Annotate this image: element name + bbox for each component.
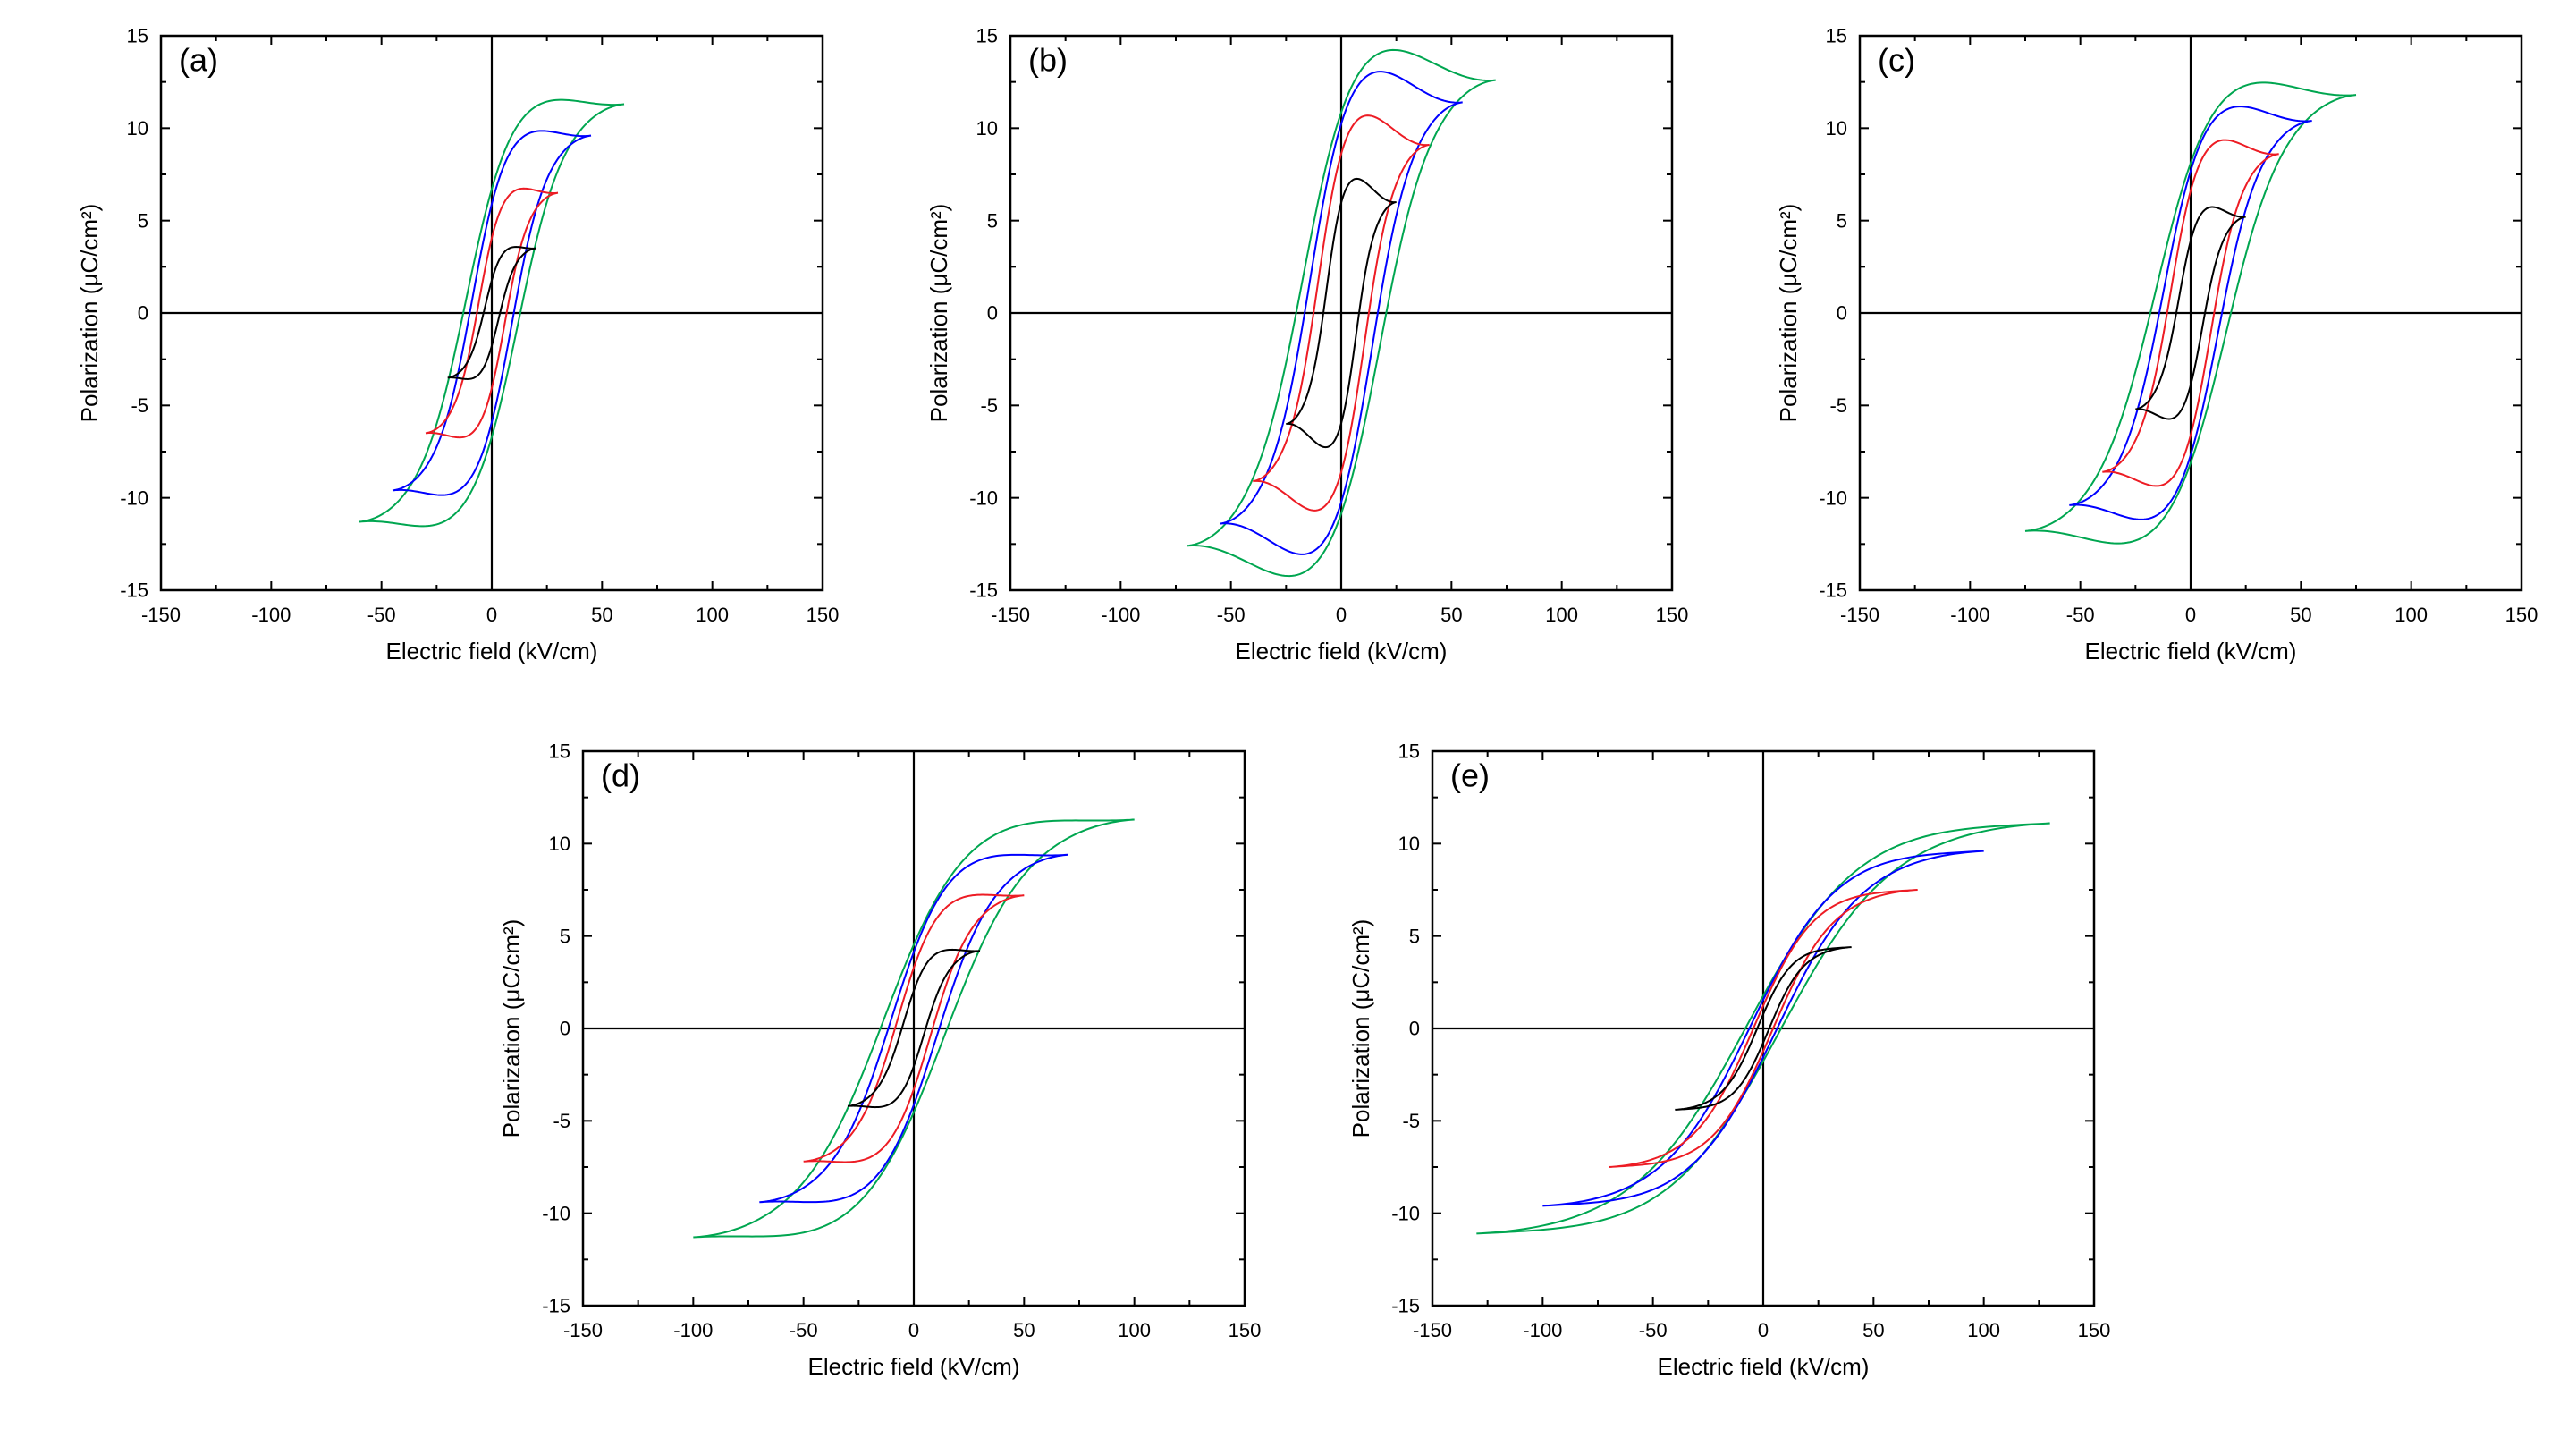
x-axis-label: Electric field (kV/cm)	[2085, 638, 2297, 664]
svg-text:-5: -5	[131, 394, 148, 417]
svg-text:150: 150	[1229, 1319, 1262, 1341]
svg-text:-150: -150	[563, 1319, 603, 1341]
svg-text:-10: -10	[1819, 486, 1847, 509]
y-axis-label: Polarization (μC/cm²)	[925, 204, 952, 423]
panel-d: -150-100-50050100150-15-10-5051015Electr…	[458, 733, 1263, 1413]
svg-text:-150: -150	[1413, 1319, 1452, 1341]
hysteresis-panel-a: -150-100-50050100150-15-10-5051015Electr…	[36, 18, 840, 698]
svg-text:100: 100	[696, 604, 729, 626]
tick-labels: -150-100-50050100150-15-10-5051015	[969, 25, 1688, 627]
y-axis-label: Polarization (μC/cm²)	[1775, 204, 1802, 423]
y-axis-label: Polarization (μC/cm²)	[1347, 919, 1374, 1138]
hysteresis-panel-d: -150-100-50050100150-15-10-5051015Electr…	[458, 733, 1263, 1413]
y-axis-label: Polarization (μC/cm²)	[498, 919, 525, 1138]
subplot-label: (c)	[1878, 42, 1915, 79]
svg-text:0: 0	[1758, 1319, 1769, 1341]
hysteresis-panel-c: -150-100-50050100150-15-10-5051015Electr…	[1735, 18, 2539, 698]
subplot-label: (e)	[1450, 757, 1490, 794]
x-axis-label: Electric field (kV/cm)	[1658, 1353, 1870, 1380]
svg-text:100: 100	[1118, 1319, 1151, 1341]
svg-text:-10: -10	[1391, 1202, 1420, 1224]
svg-text:-50: -50	[367, 604, 396, 626]
svg-text:10: 10	[976, 117, 998, 140]
svg-text:100: 100	[1545, 604, 1578, 626]
svg-text:0: 0	[2185, 604, 2196, 626]
svg-text:0: 0	[1409, 1018, 1420, 1040]
svg-text:-100: -100	[1101, 604, 1140, 626]
svg-text:150: 150	[2505, 604, 2538, 626]
svg-text:0: 0	[987, 302, 998, 325]
svg-text:-10: -10	[542, 1202, 570, 1224]
svg-text:50: 50	[1440, 604, 1462, 626]
svg-text:50: 50	[1862, 1319, 1884, 1341]
svg-text:5: 5	[1409, 925, 1420, 947]
svg-text:-10: -10	[969, 486, 998, 509]
svg-text:150: 150	[807, 604, 840, 626]
svg-text:50: 50	[591, 604, 612, 626]
svg-text:-150: -150	[1840, 604, 1879, 626]
svg-text:-50: -50	[1217, 604, 1246, 626]
svg-text:50: 50	[2290, 604, 2311, 626]
svg-text:10: 10	[127, 117, 148, 140]
svg-text:10: 10	[549, 833, 570, 855]
svg-text:5: 5	[560, 925, 570, 947]
panel-c: -150-100-50050100150-15-10-5051015Electr…	[1735, 18, 2539, 698]
svg-text:-100: -100	[1523, 1319, 1562, 1341]
svg-text:15: 15	[976, 25, 998, 47]
subplot-label: (a)	[179, 42, 218, 79]
svg-text:15: 15	[1398, 740, 1420, 763]
svg-text:0: 0	[486, 604, 497, 626]
subplot-label: (b)	[1028, 42, 1068, 79]
svg-text:0: 0	[1837, 302, 1847, 325]
svg-text:100: 100	[2394, 604, 2428, 626]
y-axis-label: Polarization (μC/cm²)	[76, 204, 103, 423]
x-axis-label: Electric field (kV/cm)	[386, 638, 598, 664]
svg-text:5: 5	[138, 209, 148, 232]
tick-labels: -150-100-50050100150-15-10-5051015	[542, 740, 1261, 1341]
svg-text:150: 150	[1656, 604, 1689, 626]
svg-text:15: 15	[127, 25, 148, 47]
svg-text:-15: -15	[120, 579, 148, 602]
svg-text:-5: -5	[553, 1110, 570, 1132]
svg-text:-50: -50	[2066, 604, 2095, 626]
tick-labels: -150-100-50050100150-15-10-5051015	[1819, 25, 2538, 627]
svg-text:-15: -15	[969, 579, 998, 602]
hysteresis-panel-e: -150-100-50050100150-15-10-5051015Electr…	[1307, 733, 2112, 1413]
svg-text:-10: -10	[120, 486, 148, 509]
x-axis-label: Electric field (kV/cm)	[1236, 638, 1448, 664]
subplot-label: (d)	[601, 757, 640, 794]
svg-text:15: 15	[1826, 25, 1847, 47]
svg-text:10: 10	[1398, 833, 1420, 855]
svg-text:-100: -100	[1950, 604, 1989, 626]
svg-text:-50: -50	[790, 1319, 818, 1341]
svg-text:10: 10	[1826, 117, 1847, 140]
svg-text:-5: -5	[1829, 394, 1847, 417]
svg-text:-15: -15	[542, 1295, 570, 1317]
svg-text:-15: -15	[1819, 579, 1847, 602]
x-axis-label: Electric field (kV/cm)	[808, 1353, 1020, 1380]
hysteresis-panel-b: -150-100-50050100150-15-10-5051015Electr…	[885, 18, 1690, 698]
svg-text:150: 150	[2078, 1319, 2111, 1341]
svg-text:-5: -5	[1402, 1110, 1420, 1132]
svg-text:-100: -100	[673, 1319, 713, 1341]
tick-labels: -150-100-50050100150-15-10-5051015	[120, 25, 839, 627]
svg-text:0: 0	[1336, 604, 1347, 626]
svg-text:15: 15	[549, 740, 570, 763]
svg-text:-50: -50	[1639, 1319, 1668, 1341]
svg-text:5: 5	[1837, 209, 1847, 232]
svg-text:-5: -5	[980, 394, 998, 417]
svg-text:-100: -100	[251, 604, 291, 626]
svg-text:50: 50	[1013, 1319, 1035, 1341]
svg-text:-150: -150	[991, 604, 1030, 626]
svg-text:0: 0	[908, 1319, 919, 1341]
svg-text:0: 0	[560, 1018, 570, 1040]
svg-text:100: 100	[1967, 1319, 2000, 1341]
svg-text:-150: -150	[141, 604, 181, 626]
panel-a: -150-100-50050100150-15-10-5051015Electr…	[36, 18, 840, 698]
panel-b: -150-100-50050100150-15-10-5051015Electr…	[885, 18, 1690, 698]
panel-e: -150-100-50050100150-15-10-5051015Electr…	[1307, 733, 2112, 1413]
svg-text:5: 5	[987, 209, 998, 232]
svg-text:-15: -15	[1391, 1295, 1420, 1317]
svg-text:0: 0	[138, 302, 148, 325]
